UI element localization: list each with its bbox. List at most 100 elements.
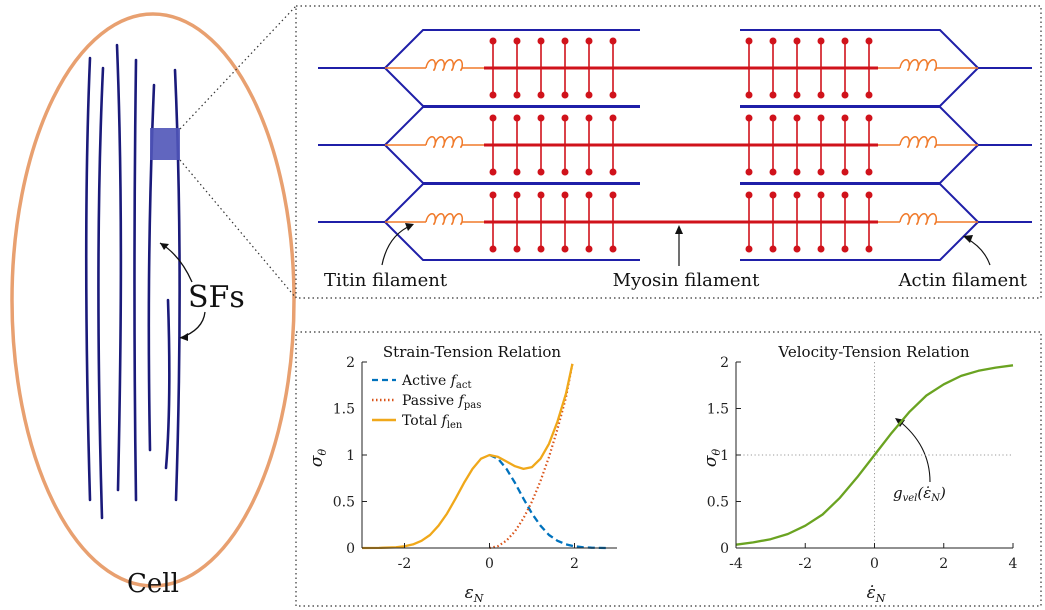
- titin-spring: [425, 136, 464, 148]
- myosin-head: [561, 114, 569, 122]
- myosin-head: [609, 114, 617, 122]
- actin-arrow-head: [963, 235, 973, 243]
- myosin-head: [585, 245, 593, 253]
- actin-filament: [740, 144, 979, 184]
- cell-panel: SFs Cell: [10, 12, 296, 599]
- myosin-head: [609, 37, 617, 45]
- myosin-head: [537, 191, 545, 199]
- legend-label-total: Total flen: [402, 413, 463, 431]
- y-tick-label: 0: [720, 541, 729, 557]
- myosin-head: [769, 37, 777, 45]
- legend-label-active: Active fact: [401, 373, 471, 391]
- myosin-head: [609, 168, 617, 176]
- actin-filament: [384, 106, 640, 146]
- myosin-head: [841, 245, 849, 253]
- titin-spring: [425, 59, 464, 71]
- y-tick-label: 1: [720, 448, 729, 464]
- y-tick-label: 2: [346, 355, 355, 371]
- cell-membrane: [10, 12, 296, 588]
- myosin-head: [489, 191, 497, 199]
- y-tick-label: 0.5: [333, 495, 355, 511]
- myosin-head: [793, 191, 801, 199]
- myosin-head: [745, 168, 753, 176]
- myosin-head: [609, 245, 617, 253]
- x-tick-label: 0: [485, 556, 494, 572]
- strain-tension-chart: Strain-Tension Relation σθ εN -2 0 2 0 0.5 1 1…: [307, 343, 617, 605]
- zoom-line: [179, 5, 297, 130]
- myosin-head: [793, 91, 801, 99]
- titin-spring: [899, 136, 938, 148]
- myosin-head: [817, 91, 825, 99]
- myosin-head: [865, 191, 873, 199]
- myosin-head: [537, 91, 545, 99]
- actin-filament: [384, 221, 640, 261]
- charts-panel-border: [295, 331, 1042, 607]
- x-tick-label: -2: [798, 556, 812, 572]
- myosin-head: [537, 245, 545, 253]
- x-tick-label: 0: [870, 556, 879, 572]
- actin-filament: [384, 29, 640, 69]
- myosin-head: [745, 245, 753, 253]
- myosin-head: [793, 168, 801, 176]
- x-tick-label: -2: [398, 556, 412, 572]
- sarcomere-diagram: [318, 29, 1032, 261]
- y-tick-label: 1.5: [707, 402, 729, 418]
- y-tick-label: 0: [346, 541, 355, 557]
- myosin-head: [513, 114, 521, 122]
- actin-label: Actin filament: [898, 270, 1028, 291]
- myosin-head: [745, 37, 753, 45]
- myosin-head: [561, 168, 569, 176]
- myosin-head: [793, 114, 801, 122]
- right-chart-title: Velocity-Tension Relation: [777, 343, 969, 361]
- myosin-head: [513, 37, 521, 45]
- myosin-head: [561, 37, 569, 45]
- x-tick-label: 2: [939, 556, 948, 572]
- myosin-head: [817, 191, 825, 199]
- myosin-label: Myosin filament: [613, 270, 761, 291]
- stress-fibers: [84, 43, 181, 520]
- actin-filament: [740, 67, 979, 107]
- myosin-head: [585, 91, 593, 99]
- myosin-head: [489, 91, 497, 99]
- myosin-head: [513, 245, 521, 253]
- left-x-label: εN: [465, 583, 484, 605]
- myosin-head: [513, 91, 521, 99]
- sf-label: SFs: [188, 280, 245, 315]
- myosin-head: [537, 168, 545, 176]
- sf-arrow-head: [160, 243, 169, 250]
- myosin-head: [769, 91, 777, 99]
- myosin-head: [585, 191, 593, 199]
- series-line: [735, 364, 1014, 546]
- myosin-head: [745, 91, 753, 99]
- myosin-head: [561, 91, 569, 99]
- sf-arrow: [179, 311, 206, 339]
- series-line: [361, 363, 574, 550]
- myosin-head: [793, 245, 801, 253]
- myosin-head: [769, 191, 777, 199]
- myosin-head: [865, 37, 873, 45]
- myosin-head: [817, 37, 825, 45]
- zoom-line: [179, 159, 297, 299]
- right-x-label: ε̇N: [867, 583, 886, 605]
- g-vel-annotation: gvel(ε̇N): [893, 484, 946, 504]
- sarcomere-panel-border: [295, 5, 1042, 299]
- myosin-head: [513, 191, 521, 199]
- actin-filament: [740, 106, 979, 146]
- actin-filament: [740, 29, 979, 69]
- stress-fiber: [133, 58, 138, 502]
- left-y-label: σθ: [307, 449, 329, 468]
- actin-filament: [740, 183, 979, 223]
- series-line: [489, 453, 609, 550]
- actin-filament: [384, 67, 640, 107]
- myosin-head: [561, 191, 569, 199]
- myosin-head: [865, 168, 873, 176]
- actin-filament: [384, 144, 640, 184]
- titin-label: Titin filament: [324, 270, 448, 291]
- titin-spring: [425, 213, 464, 225]
- actin-filament: [740, 221, 979, 261]
- right-y-label: σθ: [701, 449, 723, 468]
- stress-fiber: [84, 56, 92, 502]
- sarcomere-highlight-box: [150, 128, 180, 160]
- myosin-head: [489, 245, 497, 253]
